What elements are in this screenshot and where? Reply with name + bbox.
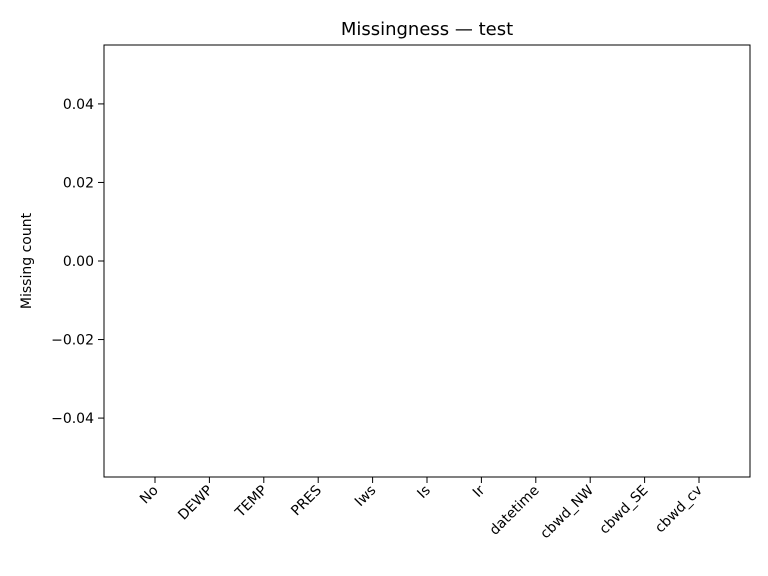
y-tick-label: −0.04	[51, 411, 94, 427]
y-tick-label: 0.04	[63, 97, 94, 113]
x-tick-label: cbwd_NW	[537, 482, 597, 542]
x-tick-label: DEWP	[175, 483, 216, 524]
y-tick-label: −0.02	[51, 333, 94, 349]
x-tick-label: datetime	[487, 483, 543, 539]
x-tick-label: No	[137, 483, 162, 508]
plot-area: −0.04 −0.02 0.00 0.02 0.04 No DEWP TEMP PRES Iws I…	[51, 44, 751, 542]
x-tick-label: TEMP	[232, 483, 271, 522]
x-tick-label: PRES	[288, 482, 325, 519]
x-tick-label: Ir	[470, 482, 488, 500]
axes-frame	[103, 44, 751, 478]
x-tick-label: cbwd_SE	[597, 483, 652, 538]
x-tick-label: cbwd_cv	[652, 483, 706, 537]
y-tick-label: 0.00	[63, 254, 94, 270]
y-axis-label: Missing count	[19, 212, 35, 309]
x-tick-label: Is	[414, 483, 433, 502]
y-tick-label: 0.02	[63, 175, 94, 191]
x-tick-label: Iws	[352, 483, 379, 510]
chart-title: Missingness — test	[341, 19, 513, 40]
